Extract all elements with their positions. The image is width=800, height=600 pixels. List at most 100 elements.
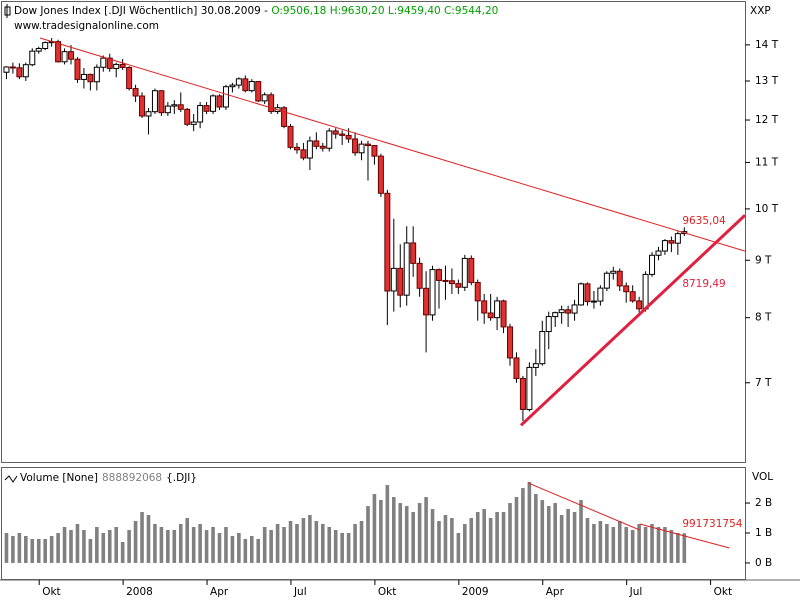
volume-bar <box>366 506 370 563</box>
x-tick-label: Okt <box>378 586 396 598</box>
volume-bar <box>495 512 499 563</box>
volume-bar <box>417 503 422 563</box>
candle-body <box>410 242 417 264</box>
volume-bar <box>656 526 661 563</box>
candle-body <box>390 267 397 292</box>
candle-body <box>93 66 100 83</box>
candle-body <box>190 121 197 125</box>
trendline <box>519 214 747 427</box>
volume-bar <box>224 526 228 563</box>
volume-bar <box>669 529 674 563</box>
x-tick-label: Apr <box>210 586 229 598</box>
volume-bar <box>559 515 564 563</box>
x-tick-label: Okt <box>42 586 60 598</box>
volume-bar <box>95 526 99 563</box>
volume-bar <box>30 538 35 563</box>
volume-bar <box>282 526 286 563</box>
candle-body <box>3 66 10 73</box>
volume-bar <box>540 500 545 563</box>
candle-body <box>248 81 255 92</box>
trendline <box>39 37 746 252</box>
volume-bar <box>488 518 493 563</box>
candle-body <box>9 66 16 69</box>
volume-bar <box>327 526 332 563</box>
candle-body <box>364 143 371 147</box>
volume-bar <box>275 524 280 563</box>
candle-body <box>197 105 204 123</box>
volume-bar <box>36 538 41 563</box>
candle-body <box>642 273 649 310</box>
volume-bar <box>288 521 293 563</box>
volume-bar <box>107 529 112 563</box>
y-tick-label: 11 T <box>755 156 779 168</box>
candle-body <box>358 143 365 154</box>
candle-body <box>126 66 133 90</box>
volume-bar <box>372 494 377 563</box>
volume-bar <box>314 521 319 563</box>
y-tick-label: 9 T <box>755 254 772 266</box>
volume-bar <box>514 497 519 563</box>
candle-body <box>603 272 610 289</box>
volume-bar <box>146 515 151 563</box>
candle-body <box>145 111 152 117</box>
volume-bar <box>353 524 357 563</box>
candle-body <box>519 377 526 410</box>
candle-body <box>474 281 481 302</box>
volume-bar <box>295 524 299 563</box>
candle-body <box>293 146 300 151</box>
volume-bar <box>682 533 687 563</box>
chart-subtitle: www.tradesignalonline.com <box>14 20 159 32</box>
volume-axis-label: VOL <box>752 471 773 483</box>
ohlc-text: O:9506,18 H:9630,20 L:9459,40 C:9544,20 <box>271 5 498 17</box>
candle-body <box>526 366 533 410</box>
y-tick-label: 14 T <box>755 39 779 51</box>
candle-body <box>565 309 572 314</box>
candle-body <box>119 63 126 68</box>
x-tick-label: 2009 <box>462 586 489 598</box>
candle-body <box>29 50 36 66</box>
candle-body <box>539 331 546 365</box>
volume-bar <box>301 518 306 563</box>
volume-bar <box>643 526 648 563</box>
candle-body <box>661 240 668 252</box>
x-tick-label: 2008 <box>126 586 153 598</box>
candle-body <box>629 291 636 302</box>
candle-body <box>507 326 514 359</box>
volume-bar <box>450 518 454 563</box>
volume-bar <box>320 524 325 563</box>
corner-label: XXP <box>750 5 771 17</box>
candle-body <box>397 267 404 296</box>
trendline <box>527 482 640 531</box>
volume-bar <box>230 535 235 563</box>
candle-body <box>423 287 430 316</box>
x-tick-label: Jul <box>629 586 643 598</box>
y-tick-label: 8 T <box>755 312 772 324</box>
candle-body <box>306 140 313 159</box>
candle-body <box>255 81 262 102</box>
candle-body <box>281 107 288 127</box>
volume-bar <box>527 482 532 563</box>
price-pane-frame <box>1 1 746 463</box>
candle-body <box>319 145 326 149</box>
candle-body <box>106 57 113 69</box>
trendline-label: 991731754 <box>682 518 742 530</box>
candle-body <box>487 312 494 319</box>
candle-body <box>287 125 294 148</box>
candle-body <box>61 51 68 63</box>
candle-body <box>74 58 81 80</box>
trendline-label: 8719,49 <box>682 278 725 290</box>
candle-body <box>210 95 217 112</box>
chart-header: Dow Jones Index [.DJI Wöchentlich] 30.08… <box>14 5 498 17</box>
volume-bar <box>237 532 241 563</box>
candle-body <box>429 269 436 316</box>
volume-bar <box>663 526 667 563</box>
candle-body <box>203 105 210 112</box>
candle-body <box>158 90 165 114</box>
candle-body <box>16 67 23 78</box>
candle-body <box>332 130 339 135</box>
volume-value: 888892068 <box>102 472 162 484</box>
candle-body <box>80 73 87 80</box>
candle-body <box>42 42 49 50</box>
volume-bar <box>579 500 583 563</box>
volume-bar <box>424 497 428 563</box>
